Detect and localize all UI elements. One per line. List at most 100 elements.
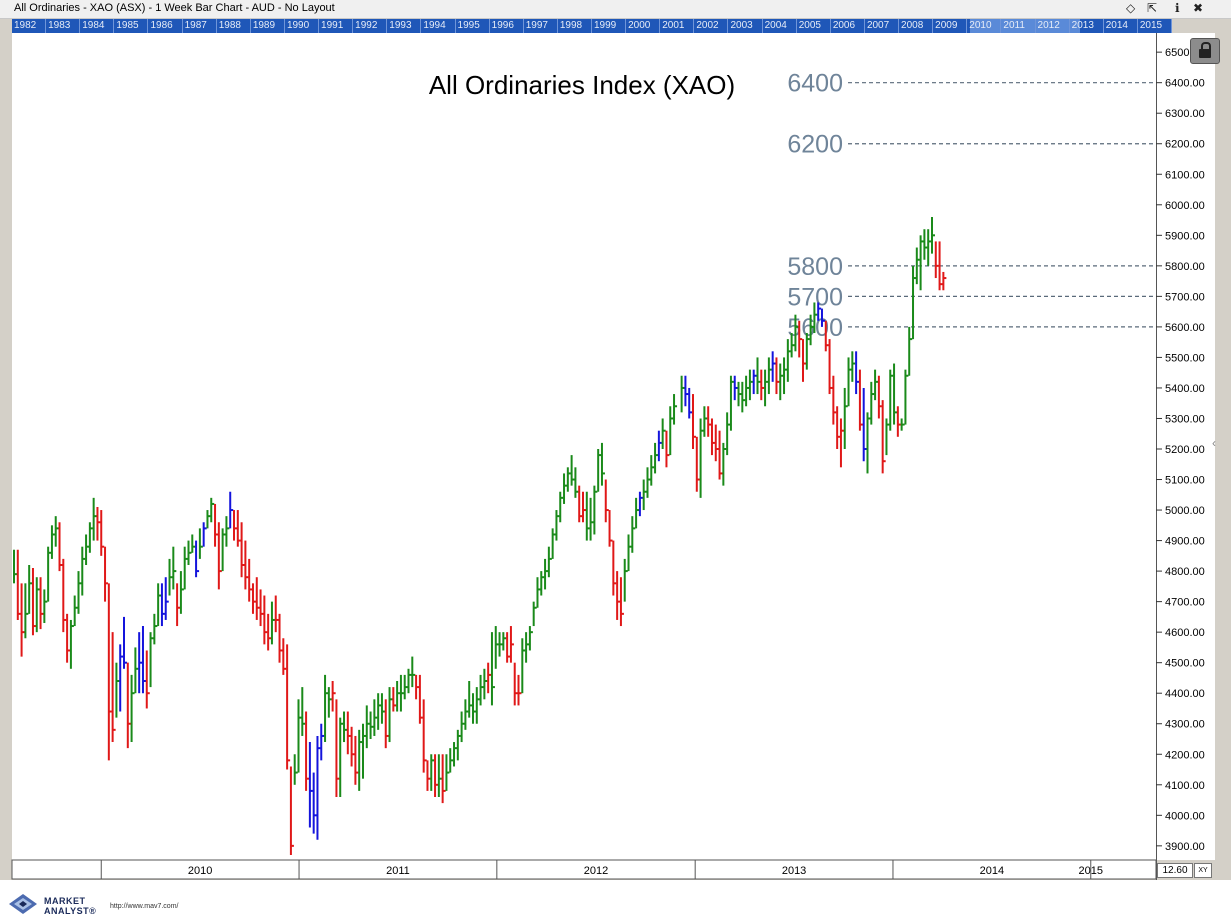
lock-icon — [1201, 42, 1211, 52]
timeline-year[interactable]: 1998 — [558, 19, 592, 33]
ohlc-bar — [47, 546, 52, 602]
ohlc-bar — [183, 546, 188, 590]
timeline-navigator[interactable]: 1982 1983 1984 1985 1986 1987 1988 1989 1990 1991… — [12, 19, 1172, 33]
ohlc-bar — [24, 583, 29, 639]
y-tick-label: 5700.00 — [1165, 291, 1205, 303]
timeline-year[interactable]: 2008 — [899, 19, 934, 33]
ohlc-bar — [479, 674, 484, 706]
y-tick-label: 5900.00 — [1165, 230, 1205, 242]
timeline-year[interactable]: 2001 — [660, 19, 695, 33]
timeline-year[interactable]: 1985 — [114, 19, 149, 33]
ohlc-bar — [544, 558, 549, 590]
ohlc-bar — [187, 540, 192, 565]
ohlc-bar — [574, 467, 579, 498]
x-tick-label: 2013 — [782, 865, 806, 877]
price-chart[interactable]: 64006200580057005600 3900.004000.004100.… — [0, 33, 1231, 880]
ohlc-bar — [418, 674, 423, 724]
ohlc-bar — [373, 699, 378, 736]
timeline-year[interactable]: 2012 — [1036, 19, 1070, 33]
timeline-year[interactable]: 1987 — [183, 19, 217, 33]
timeline-year[interactable]: 2003 — [728, 19, 763, 33]
timeline-year[interactable]: 1999 — [592, 19, 627, 33]
timeline-year[interactable]: 2011 — [1001, 19, 1036, 33]
ohlc-bar — [104, 546, 109, 602]
ohlc-bar — [157, 583, 162, 627]
timeline-year[interactable]: 1993 — [387, 19, 422, 33]
ohlc-bar — [202, 522, 207, 547]
ohlc-bar — [578, 485, 583, 523]
ohlc-bar — [566, 467, 571, 492]
lock-button[interactable] — [1190, 38, 1220, 64]
ohlc-bar — [134, 647, 139, 694]
timeline-year[interactable]: 1983 — [46, 19, 81, 33]
website-link[interactable]: http://www.mav7.com/ — [110, 903, 179, 910]
timeline-year[interactable]: 1990 — [285, 19, 320, 33]
ohlc-bar — [214, 503, 219, 547]
ohlc-bar — [896, 406, 901, 437]
timeline-year[interactable]: 1989 — [251, 19, 285, 33]
ohlc-bar — [434, 754, 439, 797]
ohlc-bar — [301, 687, 306, 736]
timeline-visible-range[interactable] — [970, 19, 1080, 33]
ohlc-bar — [642, 479, 647, 511]
diamond-icon[interactable]: ◇ — [1126, 1, 1136, 15]
timeline-year[interactable]: 2010 — [967, 19, 1002, 33]
timeline-year[interactable]: 1984 — [80, 19, 115, 33]
xy-toggle-button[interactable]: XY — [1194, 863, 1212, 878]
ohlc-bar — [179, 571, 184, 614]
ohlc-bar — [635, 497, 640, 529]
timeline-year[interactable]: 1988 — [217, 19, 251, 33]
ohlc-bar — [692, 394, 697, 449]
expand-icon[interactable]: ⇱ — [1147, 1, 1158, 15]
timeline-year[interactable]: 2005 — [797, 19, 831, 33]
ohlc-bar — [665, 430, 670, 468]
timeline-year[interactable]: 2015 — [1138, 19, 1172, 33]
ohlc-bar — [126, 662, 131, 749]
timeline-year[interactable]: 1996 — [490, 19, 524, 33]
timeline-year[interactable]: 2014 — [1104, 19, 1138, 33]
ohlc-bar — [248, 558, 253, 602]
ohlc-bar — [251, 583, 256, 614]
collapse-panel-icon[interactable]: ‹ — [1212, 436, 1216, 450]
close-icon[interactable]: ✖ — [1193, 1, 1204, 15]
timeline-year[interactable]: 2013 — [1070, 19, 1104, 33]
ohlc-bar — [437, 754, 442, 797]
info-icon[interactable]: ℹ — [1175, 1, 1180, 15]
timeline-year[interactable]: 2009 — [933, 19, 968, 33]
ohlc-bar — [62, 558, 67, 633]
timeline-year[interactable]: 1995 — [456, 19, 490, 33]
market-analyst-logo-icon — [9, 894, 37, 914]
ohlc-bar — [244, 540, 249, 590]
timeline-year[interactable]: 1991 — [319, 19, 354, 33]
ohlc-bar — [168, 558, 173, 596]
ohlc-bar — [824, 320, 829, 352]
ohlc-bar — [81, 546, 86, 596]
timeline-year[interactable]: 1986 — [148, 19, 183, 33]
ohlc-bar — [20, 583, 25, 657]
ohlc-bar — [938, 241, 943, 291]
ohlc-bar — [195, 540, 200, 578]
timeline-year[interactable]: 1992 — [353, 19, 388, 33]
timeline-year[interactable]: 2007 — [865, 19, 900, 33]
ohlc-bar — [54, 516, 59, 547]
ohlc-bar — [874, 369, 879, 401]
y-tick-label: 5400.00 — [1165, 383, 1205, 395]
ohlc-bar — [707, 406, 712, 437]
ohlc-bar — [96, 507, 101, 541]
ohlc-bar — [646, 467, 651, 498]
ohlc-bar — [764, 369, 769, 407]
timeline-year[interactable]: 2004 — [763, 19, 797, 33]
timeline-year[interactable]: 1982 — [12, 19, 47, 33]
ohlc-bar — [494, 626, 499, 669]
timeline-year[interactable]: 1997 — [524, 19, 558, 33]
ohlc-bar — [153, 613, 158, 645]
timeline-year[interactable]: 1994 — [421, 19, 456, 33]
ohlc-bar — [858, 369, 863, 431]
timeline-year[interactable]: 2006 — [831, 19, 865, 33]
timeline-year[interactable]: 2000 — [626, 19, 661, 33]
zoom-level-field[interactable]: 12.60 — [1157, 863, 1193, 878]
ohlc-bar — [403, 674, 408, 700]
y-tick-label: 6000.00 — [1165, 200, 1205, 212]
timeline-year[interactable]: 2002 — [694, 19, 729, 33]
plot-area — [12, 33, 1156, 860]
